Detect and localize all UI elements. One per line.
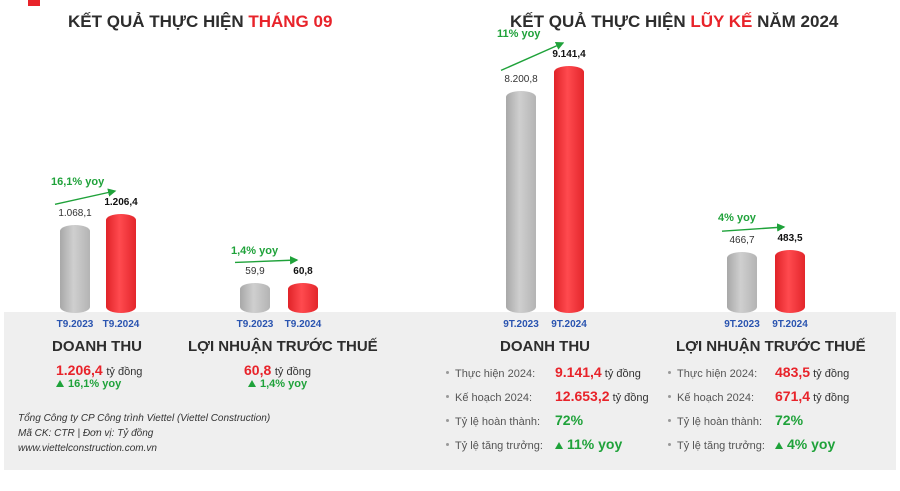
- chart2-bar-t9-2024: [288, 283, 318, 313]
- row-label: Tỷ lệ hoàn thành:: [455, 416, 541, 428]
- summary-row: Thực hiện 2024: 9.141,4 tỷ đồng: [446, 364, 641, 380]
- summary-band: [4, 312, 896, 470]
- chart2-yoy-label: 1,4% yoy: [231, 245, 279, 257]
- row-value: 9.141,4: [555, 364, 602, 380]
- summary-row: Tỷ lệ tăng trưởng: 11% yoy: [446, 436, 622, 452]
- chart3-value-label: 8.200,8: [504, 74, 538, 86]
- footer-company: Tổng Công ty CP Công trình Viettel (Viet…: [18, 413, 271, 424]
- month-profit-value-line: 60,8 tỷ đồng: [244, 362, 311, 378]
- chart1-yoy-label: 16,1% yoy: [51, 176, 105, 188]
- summary-row: Kế hoạch 2024: 671,4 tỷ đồng: [668, 388, 849, 404]
- up-triangle-icon: [555, 442, 563, 449]
- row-value: 11% yoy: [567, 436, 623, 452]
- ytd-section-title: KẾT QUẢ THỰC HIỆN LŨY KẾ NĂM 2024: [510, 12, 839, 31]
- row-value: 483,5: [775, 364, 811, 380]
- month-revenue-value-line: 1.206,4 tỷ đồng: [56, 362, 142, 378]
- chart3-bar-9t-2024: [554, 66, 584, 313]
- bullet-dot-icon: [668, 395, 671, 398]
- chart4-yoy-arrow: [721, 223, 786, 232]
- row-unit: tỷ đồng: [813, 392, 850, 404]
- up-triangle-icon: [56, 380, 64, 387]
- bullet-dot-icon: [668, 443, 671, 446]
- chart4-x-label: 9T.2024: [772, 319, 808, 330]
- chart4-x-label: 9T.2023: [724, 319, 760, 330]
- brand-corner-mark: [28, 0, 40, 6]
- chart4-yoy-label: 4% yoy: [718, 212, 756, 224]
- chart3-yoy-label: 11% yoy: [497, 28, 541, 40]
- chart2-yoy-arrow: [234, 256, 299, 265]
- chart2-bar-t9-2023: [240, 283, 270, 313]
- row-label: Tỷ lệ tăng trưởng:: [455, 440, 543, 452]
- ytd-revenue-title: DOANH THU: [500, 338, 590, 355]
- chart2-x-label: T9.2023: [236, 319, 274, 330]
- month-revenue-title: DOANH THU: [52, 338, 142, 355]
- chart1-x-label: T9.2024: [102, 319, 140, 330]
- up-triangle-icon: [248, 380, 256, 387]
- month-revenue-unit: tỷ đồng: [106, 366, 143, 378]
- row-unit: tỷ đồng: [813, 368, 850, 380]
- row-label: Kế hoạch 2024:: [677, 392, 755, 404]
- row-value: 12.653,2: [555, 388, 610, 404]
- month-profit-value: 60,8: [244, 362, 272, 378]
- up-triangle-icon: [775, 442, 783, 449]
- row-label: Kế hoạch 2024:: [455, 392, 533, 404]
- chart3-x-label: 9T.2024: [551, 319, 587, 330]
- bullet-dot-icon: [446, 419, 449, 422]
- row-label: Thực hiện 2024:: [455, 368, 536, 380]
- chart3-x-label: 9T.2023: [503, 319, 539, 330]
- chart4-value-label: 466,7: [729, 235, 755, 247]
- row-unit: tỷ đồng: [612, 392, 649, 404]
- bullet-dot-icon: [446, 395, 449, 398]
- bullet-dot-icon: [668, 419, 671, 422]
- summary-row: Kế hoạch 2024: 12.653,2 tỷ đồng: [446, 388, 649, 404]
- chart1-x-label: T9.2023: [56, 319, 94, 330]
- month-profit-title: LỢI NHUẬN TRƯỚC THUẾ: [188, 338, 378, 355]
- chart2-x-label: T9.2024: [284, 319, 322, 330]
- row-unit: tỷ đồng: [604, 368, 641, 380]
- month-revenue-value: 1.206,4: [56, 362, 103, 378]
- row-value: 671,4: [775, 388, 811, 404]
- bullet-dot-icon: [668, 371, 671, 374]
- month-profit-yoy: 1,4% yoy: [248, 378, 307, 390]
- month-revenue-yoy: 16,1% yoy: [56, 378, 121, 390]
- footer-website[interactable]: www.viettelconstruction.com.vn: [18, 443, 157, 454]
- chart2-value-label: 60,8: [293, 266, 313, 277]
- footer-stock-code: Mã CK: CTR | Đơn vị: Tỷ đồng: [18, 428, 154, 439]
- summary-row: Thực hiện 2024: 483,5 tỷ đồng: [668, 364, 849, 380]
- row-label: Tỷ lệ hoàn thành:: [677, 416, 763, 428]
- monthly-section-title: KẾT QUẢ THỰC HIỆN THÁNG 09: [68, 12, 333, 31]
- row-label: Thực hiện 2024:: [677, 368, 758, 380]
- summary-row: Tỷ lệ hoàn thành: 72%: [446, 412, 583, 428]
- row-value: 72%: [555, 412, 584, 428]
- row-value: 4% yoy: [787, 436, 836, 452]
- chart4-bar-9t-2024: [775, 250, 805, 313]
- summary-row: Tỷ lệ hoàn thành: 72%: [668, 412, 803, 428]
- chart1-value-label: 1.068,1: [58, 208, 92, 220]
- row-label: Tỷ lệ tăng trưởng:: [677, 440, 765, 452]
- chart4-bar-9t-2023: [727, 252, 757, 313]
- chart3-bar-9t-2023: [506, 91, 536, 313]
- chart1-value-label: 1.206,4: [104, 197, 138, 208]
- bullet-dot-icon: [446, 443, 449, 446]
- month-profit-unit: tỷ đồng: [274, 366, 311, 378]
- chart1-bar-t9-2024: [106, 214, 136, 313]
- bullet-dot-icon: [446, 371, 449, 374]
- chart2-value-label: 59,9: [245, 266, 265, 278]
- chart4-value-label: 483,5: [777, 233, 803, 244]
- summary-row: Tỷ lệ tăng trưởng: 4% yoy: [668, 436, 835, 452]
- row-value: 72%: [775, 412, 804, 428]
- ytd-profit-title: LỢI NHUẬN TRƯỚC THUẾ: [676, 338, 866, 355]
- chart1-bar-t9-2023: [60, 225, 90, 313]
- chart3-value-label: 9.141,4: [552, 49, 586, 60]
